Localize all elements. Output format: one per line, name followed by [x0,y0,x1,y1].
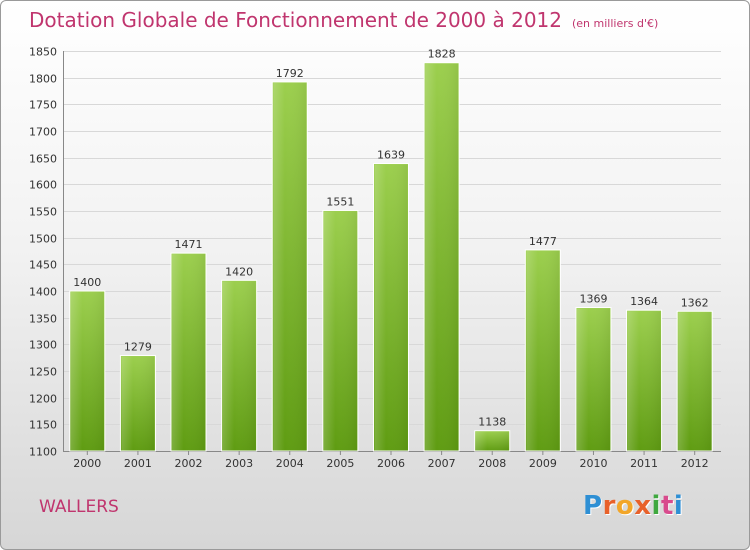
y-tick-label: 1200 [29,393,57,406]
logo-letter: t [660,491,674,521]
chart-title: Dotation Globale de Fonctionnement de 20… [29,8,658,32]
y-tick-label: 1650 [29,153,57,166]
logo-letter: o [615,491,635,521]
y-tick-label: 1550 [29,206,57,219]
logo-letter: r [602,491,616,521]
x-tick-label: 2001 [124,457,152,470]
x-tick-label: 2004 [276,457,304,470]
logo-letter: i [673,491,684,521]
bar-highlight [627,311,661,451]
proxiti-logo: Proxiti [583,491,683,521]
x-tick-label: 2005 [326,457,354,470]
logo-letter: P [583,491,603,521]
x-tick-label: 2000 [73,457,101,470]
bar-value-label: 1369 [579,293,607,306]
bar-highlight [323,211,357,451]
x-tick-label: 2008 [478,457,506,470]
y-tick-label: 1450 [29,259,57,272]
y-tick-label: 1350 [29,313,57,326]
y-tick-label: 1750 [29,99,57,112]
bar-value-label: 1792 [276,67,304,80]
x-tick-label: 2011 [630,457,658,470]
bar-value-label: 1279 [124,341,152,354]
y-tick-label: 1250 [29,366,57,379]
bar-highlight [70,292,104,451]
x-tick-label: 2009 [529,457,557,470]
bar-highlight [425,63,459,451]
bar-highlight [576,308,610,451]
y-tick-label: 1150 [29,419,57,432]
y-tick-label: 1500 [29,233,57,246]
x-tick-label: 2007 [428,457,456,470]
x-tick-label: 2006 [377,457,405,470]
bar-value-label: 1400 [73,276,101,289]
chart-subtitle: (en milliers d'€) [572,17,659,30]
bar-highlight [526,250,560,451]
y-tick-label: 1100 [29,446,57,459]
bar-value-label: 1639 [377,149,405,162]
bar-value-label: 1362 [681,296,709,309]
y-tick-label: 1400 [29,286,57,299]
x-tick-label: 2010 [579,457,607,470]
bar-highlight [374,164,408,452]
bar-highlight [172,254,206,451]
bar-value-label: 1551 [326,195,354,208]
bar-highlight [475,431,509,451]
x-tick-label: 2002 [175,457,203,470]
logo-letter: i [651,491,661,521]
bar-value-label: 1138 [478,416,506,429]
y-tick-label: 1800 [29,73,57,86]
y-tick-label: 1300 [29,339,57,352]
bar-highlight [273,82,307,451]
bar-highlight [678,312,712,451]
bar-value-label: 1471 [175,238,203,251]
bar-highlight [121,356,155,451]
bar-value-label: 1420 [225,265,253,278]
bar-value-label: 1364 [630,295,658,308]
bar-value-label: 1477 [529,235,557,248]
bar-highlight [222,281,256,451]
logo-letter: x [634,491,652,521]
bar-value-label: 1828 [428,48,456,61]
y-tick-label: 1700 [29,126,57,139]
y-tick-label: 1600 [29,179,57,192]
commune-name: WALLERS [39,497,119,517]
y-tick-label: 1850 [29,46,57,59]
chart-title-text: Dotation Globale de Fonctionnement de 20… [29,8,562,32]
x-tick-label: 2003 [225,457,253,470]
x-tick-label: 2012 [681,457,709,470]
